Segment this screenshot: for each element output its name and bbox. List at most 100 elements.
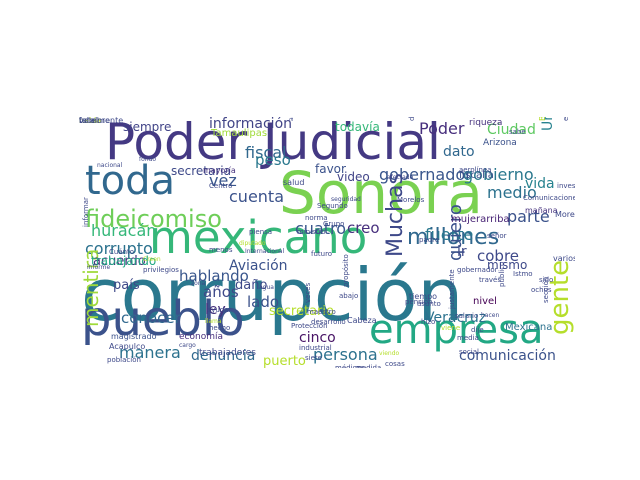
- cloud-word: mismo: [487, 258, 528, 272]
- cloud-word: hacen: [481, 312, 500, 319]
- cloud-word: gobernador: [379, 165, 472, 184]
- cloud-word: información: [209, 117, 293, 132]
- cloud-word: Morena: [555, 210, 575, 219]
- cloud-word: agua: [259, 284, 274, 291]
- cloud-word: ir: [457, 244, 467, 260]
- cloud-word: ayudar: [207, 306, 232, 314]
- cloud-word: hizo: [421, 318, 436, 326]
- cloud-word: daño: [235, 278, 268, 293]
- cloud-word: Tamaulipas: [211, 128, 268, 139]
- cloud-word: propósito: [342, 254, 350, 287]
- cloud-word: menos: [209, 246, 233, 254]
- cloud-word: nivel: [473, 296, 497, 307]
- cloud-word: asunto: [417, 300, 441, 308]
- cloud-word: fideicomiso: [85, 205, 222, 233]
- cloud-word: economía: [179, 332, 223, 342]
- cloud-word: social: [459, 348, 479, 356]
- cloud-word: corrupto: [85, 239, 153, 258]
- cloud-word: nacional: [97, 162, 123, 169]
- cloud-word: varios: [553, 254, 575, 263]
- cloud-word: gobernador: [457, 266, 498, 274]
- cloud-word: vale: [79, 117, 96, 125]
- cloud-word: acuerdo: [93, 254, 146, 269]
- cloud-word: dato: [443, 144, 475, 160]
- cloud-word: médicos: [335, 364, 365, 369]
- cloud-word: través: [479, 276, 502, 284]
- cloud-word: secretaria: [171, 164, 231, 178]
- cloud-word: dólares: [408, 117, 416, 121]
- cloud-word: aerolínea: [459, 166, 492, 174]
- cloud-word: cargo: [179, 342, 196, 349]
- cloud-word: norma: [305, 214, 328, 222]
- cloud-word: tiempo: [409, 292, 438, 301]
- cloud-word: toda: [85, 158, 176, 204]
- cloud-word: video: [337, 170, 370, 184]
- cloud-word: mujerarriba: [451, 214, 510, 225]
- cloud-word: energía: [562, 117, 570, 121]
- cloud-word: futuro: [311, 250, 333, 258]
- cloud-word: vida: [525, 176, 555, 192]
- cloud-word: cuenta: [229, 187, 284, 206]
- cloud-word: comunicación: [459, 348, 556, 364]
- cloud-word: zona: [191, 280, 206, 287]
- cloud-word: justamente: [448, 269, 456, 309]
- cloud-word: habla: [79, 117, 102, 125]
- cloud-word: mexicano: [149, 211, 368, 264]
- cloud-word: Cuánto: [109, 248, 135, 256]
- cloud-word: pensión: [405, 298, 433, 306]
- cloud-word: riqueza: [469, 118, 503, 128]
- cloud-word: diputado: [239, 240, 266, 247]
- cloud-word: sabe: [509, 128, 526, 136]
- cloud-word: Creen: [143, 256, 161, 263]
- cloud-word: piensa: [249, 228, 273, 236]
- cloud-word: Grupo: [323, 220, 345, 228]
- cloud-word: conocer: [121, 309, 181, 327]
- cloud-word: peso: [255, 151, 291, 169]
- word-cloud: corrupción Sonora Poder Judicial mexicano pu…: [79, 117, 575, 368]
- cloud-word: siete: [305, 354, 322, 362]
- cloud-word: mayoría: [203, 166, 236, 175]
- cloud-word: hablando: [179, 267, 249, 285]
- cloud-word: sección: [542, 276, 550, 303]
- cloud-word: Poder: [419, 119, 465, 138]
- cloud-word: cosas: [385, 360, 405, 368]
- cloud-word: puerto: [263, 354, 306, 368]
- cloud-word: persona: [313, 345, 378, 364]
- cloud-word: industrial: [299, 344, 332, 352]
- cloud-word: ministro: [297, 228, 326, 236]
- cloud-word: empresa: [369, 307, 544, 353]
- cloud-word: Cabeza: [347, 316, 377, 325]
- cloud-word: Aviación: [229, 258, 288, 274]
- cloud-word: Acapulco: [109, 342, 146, 351]
- cloud-word: Poder Judicial: [105, 117, 441, 171]
- cloud-word: investigación: [557, 182, 575, 190]
- cloud-word: cobre: [477, 247, 520, 265]
- cloud-word: ochos: [531, 286, 552, 294]
- cloud-word: Muchas: [383, 173, 408, 257]
- cloud-word: país: [113, 278, 140, 293]
- cloud-word: falta: [79, 117, 97, 125]
- cloud-word: Veracruz: [425, 310, 487, 326]
- cloud-word: hecho: [209, 324, 231, 332]
- cloud-word: creo: [347, 219, 380, 237]
- cloud-word: ley: [205, 302, 226, 318]
- cloud-word: lado: [247, 293, 280, 311]
- cloud-word: Sonora: [279, 159, 483, 227]
- cloud-word: informe: [87, 264, 111, 271]
- cloud-word: viene: [441, 324, 461, 332]
- cloud-word: veces: [304, 282, 312, 303]
- cloud-word: Protección: [291, 322, 328, 330]
- cloud-word: sido: [539, 276, 554, 284]
- cloud-word: huracán: [91, 221, 157, 240]
- cloud-word: siempre: [123, 120, 172, 134]
- cloud-word: informar: [82, 197, 90, 227]
- cloud-word: Morelos: [397, 196, 425, 204]
- cloud-word: medio: [487, 183, 537, 202]
- cloud-word: magistrado: [111, 332, 157, 341]
- cloud-word: llama: [205, 318, 222, 325]
- cloud-word: seguridad: [331, 196, 361, 203]
- cloud-word: media: [457, 334, 479, 342]
- cloud-word: privilegios: [143, 266, 179, 274]
- cloud-word: Arizona: [483, 138, 517, 148]
- cloud-word: salario: [455, 312, 479, 320]
